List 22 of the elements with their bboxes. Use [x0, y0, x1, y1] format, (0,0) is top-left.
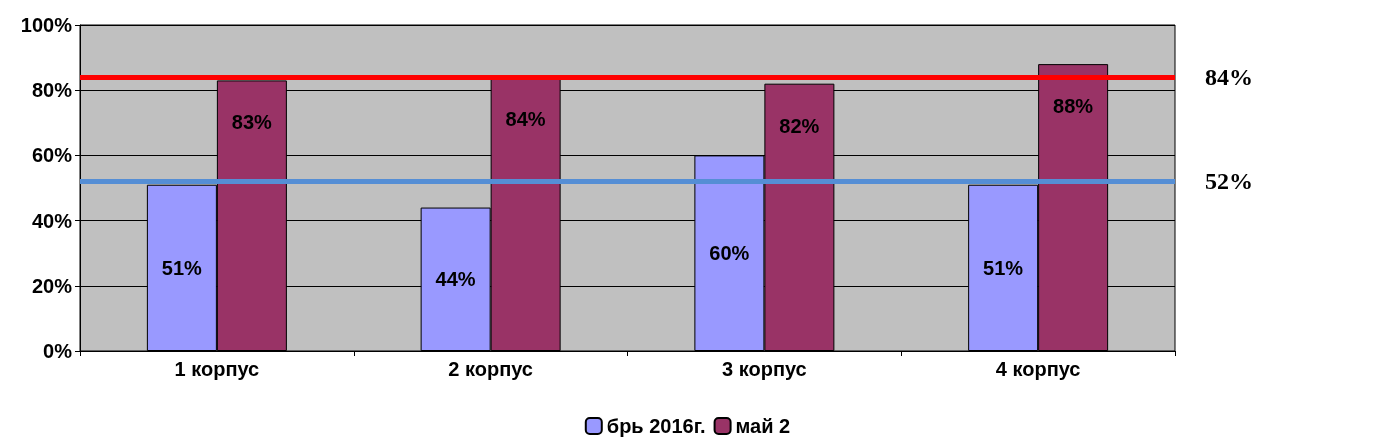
- data-label: 88%: [1053, 95, 1094, 118]
- y-tick-label: 0%: [43, 340, 73, 362]
- y-tick-label: 60%: [31, 144, 73, 167]
- y-tick-label: 40%: [31, 209, 73, 232]
- x-tick-label: 4 корпус: [995, 358, 1081, 380]
- data-label: 82%: [779, 114, 820, 137]
- data-label: 51%: [161, 256, 203, 279]
- ref-line-label: 52%: [1205, 168, 1253, 195]
- legend-label: май 2: [735, 415, 791, 437]
- x-tick-label: 3 корпус: [722, 358, 807, 380]
- data-label: 83%: [231, 111, 273, 134]
- data-label: 60%: [709, 242, 750, 265]
- y-tick-label: 100%: [20, 14, 73, 36]
- data-label: 44%: [435, 268, 476, 291]
- x-tick-label: 1 корпус: [174, 358, 260, 380]
- ref-line-label: 84%: [1205, 64, 1253, 91]
- x-tick-label: 2 корпус: [448, 358, 533, 380]
- data-label: 51%: [983, 256, 1024, 279]
- y-tick-label: 20%: [31, 274, 73, 297]
- legend-label: брь 2016г.: [606, 415, 706, 437]
- y-tick-label: 80%: [31, 79, 73, 102]
- data-label: 84%: [505, 108, 546, 131]
